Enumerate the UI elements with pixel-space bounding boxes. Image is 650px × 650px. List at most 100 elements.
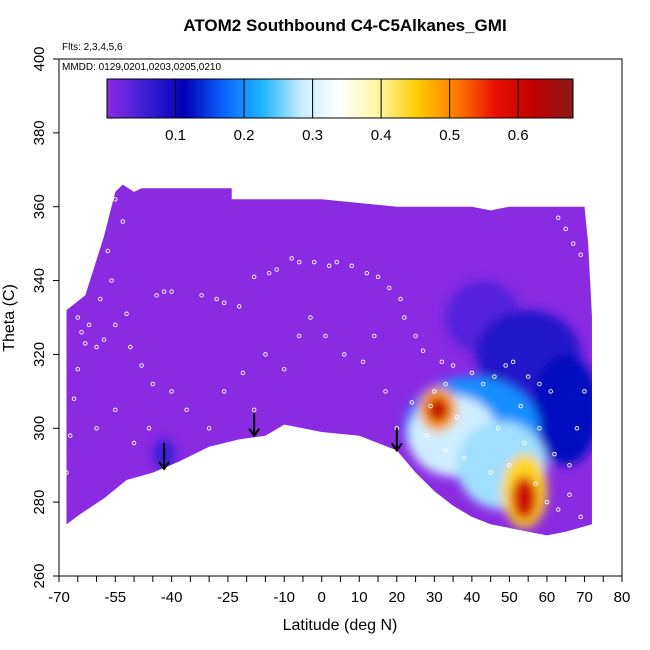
sample-point [567,462,572,468]
sample-point [154,293,159,298]
sample-point [525,374,531,379]
x-tick-label: 60 [539,589,556,606]
field-feature [531,354,592,466]
sample-point [383,389,388,394]
sample-point [251,274,257,280]
colorbar-tick-label: 0.1 [165,127,186,144]
sample-point [555,507,561,512]
sample-point [263,352,268,357]
sample-point [206,426,212,431]
sample-point [94,426,99,431]
annotation-arrows [158,413,403,471]
sample-point [105,248,111,254]
colorbar-gradient [106,78,574,119]
sample-point [398,296,403,302]
sample-point [98,296,103,302]
sample-point [169,389,174,394]
sample-point [101,337,107,342]
sample-point [323,333,328,339]
sample-point [522,440,527,446]
colorbar-tick-label: 0.5 [439,127,460,144]
sample-point [128,344,133,350]
field-feature [426,396,450,423]
sample-point [94,344,99,350]
sample-point [428,403,433,409]
sample-point [578,514,583,520]
sample-point [109,278,114,283]
sample-point [582,389,587,394]
colorbar-tick-label: 0.6 [508,127,529,144]
x-axis: -70 -55 -40 -25 -10 0 10 20 30 40 50 60 70 80 [48,575,630,606]
x-tick-label: -55 [104,589,126,606]
sample-point [548,389,553,394]
sample-point [544,499,550,505]
sample-point [64,470,69,475]
sample-point [308,315,313,320]
x-tick-label: 10 [351,589,368,606]
sample-point [296,333,302,339]
y-axis-label: Theta (C) [1,284,18,352]
sample-point [75,315,81,320]
field-blend [152,280,592,528]
sample-point [311,259,317,265]
sample-point [240,370,246,376]
y-tick-label: 380 [31,120,48,145]
x-tick-label: 50 [501,589,518,606]
sample-point [334,259,339,265]
x-axis-label: Latitude (deg N) [283,617,398,634]
y-tick-label: 340 [31,268,48,293]
sample-point [402,315,407,320]
heatmap-field [66,184,592,536]
sample-point [578,252,583,257]
sample-point [199,293,204,298]
sample-point [296,259,302,265]
colorbar-tick-label: 0.3 [302,127,323,144]
sample-point [83,341,88,346]
x-tick-label: 40 [464,589,481,606]
sample-point [462,455,467,461]
colorbar: 0.1 0.2 0.3 0.4 0.5 0.6 [106,78,574,144]
sample-point [409,400,415,405]
sample-point [266,270,272,276]
sample-point [492,374,497,379]
sample-point [443,448,448,453]
sample-point [146,426,152,431]
y-tick-label: 280 [31,490,48,515]
sample-point [439,359,445,365]
field-feature [511,476,538,521]
sample-point [387,285,392,291]
sample-point [139,363,144,368]
sample-point [495,426,501,431]
x-tick-label: 20 [388,589,405,606]
sample-point [169,289,174,294]
sample-point [372,333,377,339]
sample-point [274,267,279,272]
sample-point [533,481,538,486]
y-tick-label: 360 [31,194,48,219]
sample-point [75,366,81,372]
x-tick-label: -25 [217,589,239,606]
sample-points [64,197,587,520]
sample-point [113,197,118,202]
arrow-head [248,428,260,438]
sample-point [413,333,418,339]
sample-point [79,330,84,335]
arrow-head [390,442,403,453]
y-tick-label: 260 [31,563,48,588]
sample-point [469,370,475,376]
flights-subtitle: Flts: 2,3,4,5,6 [62,42,123,53]
sample-point [150,381,156,387]
sample-point [570,241,576,246]
dates-subtitle: MMDD: 0129,0201,0203,0205,0210 [62,62,221,73]
sample-point [574,426,580,431]
sample-point [161,289,167,294]
sample-point [113,322,118,328]
sample-point [120,219,126,224]
sample-point [518,403,523,409]
sample-point [454,414,460,420]
y-axis: 260 280 300 320 340 360 380 400 [31,46,60,589]
sample-point [221,389,227,394]
sample-point [68,433,73,438]
sample-point [131,440,137,446]
